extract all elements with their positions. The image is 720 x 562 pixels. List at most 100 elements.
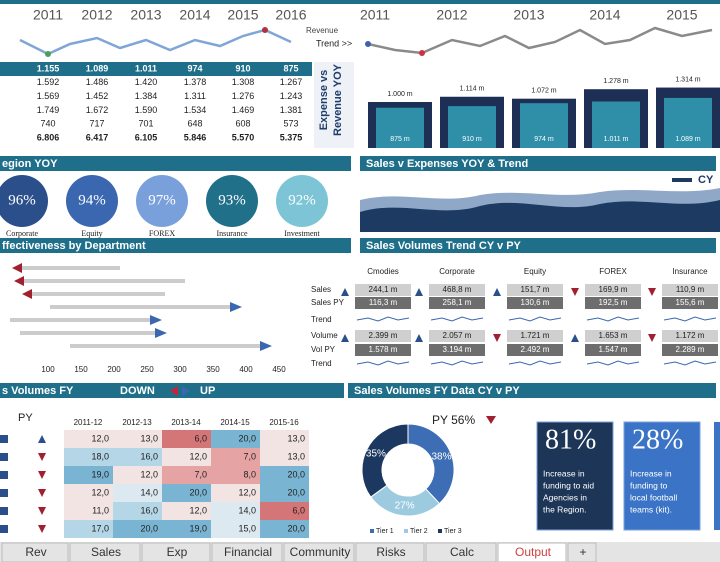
heat-cell xyxy=(64,502,113,520)
cell: 1.381 xyxy=(280,105,303,115)
section-header xyxy=(360,238,716,253)
cell: 1.452 xyxy=(86,91,109,101)
tab[interactable] xyxy=(141,542,211,562)
marker xyxy=(419,50,425,56)
indicator xyxy=(648,334,656,342)
tab[interactable] xyxy=(497,542,567,562)
tab[interactable] xyxy=(355,542,425,562)
tab[interactable] xyxy=(567,542,597,562)
side-label: Revenue YOY xyxy=(332,63,344,136)
legend-swatch xyxy=(370,529,374,533)
cell: 5.846 xyxy=(184,132,207,142)
tab[interactable] xyxy=(425,542,497,562)
heat-cell xyxy=(211,502,260,520)
cell: 12,0 xyxy=(238,487,256,497)
cell-box xyxy=(662,297,718,309)
tab-label[interactable]: Financial xyxy=(224,545,272,559)
region-label: Insurance xyxy=(216,229,248,238)
icon xyxy=(0,453,8,461)
row-label: Trend xyxy=(311,359,332,368)
tab-label[interactable]: + xyxy=(579,545,586,559)
year: 2015 xyxy=(227,7,258,23)
heat-cell xyxy=(64,430,113,448)
legend-label: Tier 3 xyxy=(444,528,462,535)
cell: 20,0 xyxy=(140,523,158,533)
tab[interactable] xyxy=(69,542,141,562)
indicator xyxy=(38,471,46,479)
sparkline xyxy=(356,360,410,366)
arrow xyxy=(260,341,272,351)
region-pct: 92% xyxy=(288,192,316,208)
indicator xyxy=(341,334,349,342)
indicator xyxy=(415,288,423,296)
cell: 1.721 m xyxy=(521,331,550,340)
tab-label[interactable]: Risks xyxy=(376,545,405,559)
section-header xyxy=(0,238,351,253)
cell: 12,0 xyxy=(91,487,109,497)
cell: 7,0 xyxy=(243,451,256,461)
cell-box xyxy=(507,330,563,342)
column-header: FOREX xyxy=(599,267,627,276)
tab-label[interactable]: Calc xyxy=(450,545,474,559)
region-pct: 96% xyxy=(8,192,36,208)
tab-label[interactable]: Output xyxy=(515,545,552,559)
tab-label[interactable]: Sales xyxy=(91,545,121,559)
year: 2012 xyxy=(81,7,112,23)
cell: 20,0 xyxy=(287,487,305,497)
heat-cell xyxy=(211,430,260,448)
tab-label[interactable]: Exp xyxy=(167,545,188,559)
cell: 2.399 m xyxy=(369,331,398,340)
donut-label: 35% xyxy=(366,448,386,459)
cell: 1.590 xyxy=(135,105,158,115)
sparkline xyxy=(19,28,292,56)
cell-box xyxy=(585,330,641,342)
cell: 14,0 xyxy=(140,487,158,497)
bar-label: 974 m xyxy=(534,136,554,143)
section-title: Sales Volumes Trend CY v PY xyxy=(366,240,522,252)
heat-cell xyxy=(211,520,260,538)
cell: 875 xyxy=(283,63,298,73)
side-box xyxy=(314,62,354,148)
tab[interactable] xyxy=(283,542,355,562)
cell: 1.672 xyxy=(86,105,109,115)
region-pct: 93% xyxy=(218,192,246,208)
cell-box xyxy=(355,284,411,296)
cell-box xyxy=(429,284,485,296)
cell: 151,7 m xyxy=(521,285,550,294)
card-text: Agencies in xyxy=(543,492,587,502)
cell: 192,5 m xyxy=(599,298,628,307)
legend-swatch xyxy=(404,529,408,533)
cell: 1.486 xyxy=(86,77,109,87)
heat-cell xyxy=(260,448,309,466)
cell: 5.570 xyxy=(232,132,255,142)
cell-box xyxy=(355,297,411,309)
sparkline xyxy=(663,316,717,322)
cell-box xyxy=(507,284,563,296)
year: 2013 xyxy=(130,7,161,23)
marker xyxy=(262,27,268,33)
donut-label: 27% xyxy=(395,500,415,511)
indicator xyxy=(38,435,46,443)
area xyxy=(360,200,720,232)
section-header xyxy=(348,383,716,398)
sparkline xyxy=(430,316,484,322)
region-circle xyxy=(276,175,328,227)
cell: 1.311 xyxy=(184,91,206,101)
row-band xyxy=(0,62,312,76)
card-value: 81% xyxy=(545,424,596,455)
tab-label[interactable]: Community xyxy=(290,545,351,559)
tab[interactable] xyxy=(1,542,69,562)
bar-inner xyxy=(664,97,712,148)
bar-label: 875 m xyxy=(390,136,410,143)
row-label: Volume xyxy=(311,331,338,340)
heat-cell xyxy=(64,484,113,502)
label: UP xyxy=(200,385,215,397)
tab[interactable] xyxy=(211,542,283,562)
tab-label[interactable]: Rev xyxy=(25,545,46,559)
indicator xyxy=(38,489,46,497)
indicator xyxy=(486,416,496,424)
card-text: local football xyxy=(630,492,677,502)
cell: 974 xyxy=(187,63,202,73)
column-header: 2015-16 xyxy=(269,418,299,427)
